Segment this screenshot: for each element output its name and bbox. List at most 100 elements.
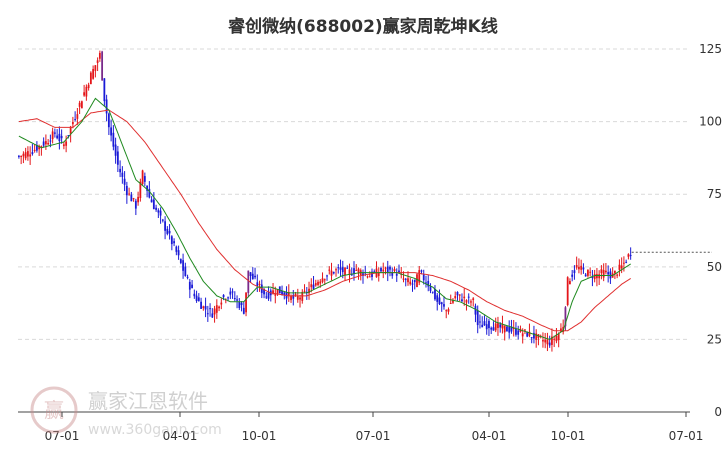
- candle-body: [303, 290, 306, 292]
- candle-body: [312, 284, 315, 289]
- candle-body: [116, 151, 119, 165]
- candle-body: [530, 337, 533, 339]
- candle-body: [362, 273, 364, 276]
- candle-body: [465, 300, 468, 303]
- candle-body: [528, 331, 531, 336]
- candle-body: [18, 155, 20, 157]
- candle-body: [107, 113, 110, 128]
- candle-body: [58, 133, 61, 142]
- candles: [18, 50, 632, 352]
- candle-body: [251, 273, 254, 280]
- x-tick-label: 07-01: [669, 429, 704, 443]
- candle-body: [420, 270, 423, 272]
- candle-body: [186, 276, 189, 278]
- candle-body: [436, 295, 439, 302]
- candle-body: [218, 306, 220, 309]
- candle-body: [544, 339, 547, 343]
- candle-body: [526, 332, 529, 337]
- candle-body: [143, 176, 146, 182]
- candle-body: [348, 269, 351, 275]
- candle-body: [497, 323, 499, 328]
- candle-body: [461, 299, 463, 302]
- candle-body: [584, 274, 587, 277]
- x-tick-label: 04-01: [472, 429, 507, 443]
- candle-body: [236, 299, 238, 301]
- candle-body: [197, 297, 200, 301]
- candle-body: [182, 260, 184, 271]
- candle-body: [26, 151, 29, 157]
- candle-body: [591, 276, 594, 279]
- ma-long-line: [18, 109, 631, 332]
- candle-body: [344, 267, 346, 276]
- candle-body: [488, 320, 490, 329]
- candle-body: [281, 290, 283, 295]
- candle-body: [335, 269, 337, 271]
- candle-body: [229, 291, 232, 295]
- x-tick-label: 04-01: [163, 429, 198, 443]
- candle-body: [384, 267, 387, 269]
- candle-body: [580, 265, 583, 270]
- candle-body: [389, 266, 391, 270]
- candle-body: [449, 302, 452, 304]
- candle-body: [24, 152, 27, 159]
- candle-body: [569, 281, 571, 285]
- candle-body: [222, 294, 225, 298]
- candle-body: [463, 296, 466, 299]
- candle-body: [274, 293, 277, 296]
- candle-body: [474, 305, 477, 315]
- candle-body: [395, 273, 398, 276]
- candle-body: [616, 274, 619, 276]
- candle-body: [200, 301, 202, 309]
- candle-body: [560, 328, 562, 332]
- candle-body: [467, 296, 470, 298]
- candle-body: [78, 102, 81, 107]
- watermark: 赢 赢家江恩软件 www.360gann.com: [30, 386, 222, 438]
- y-tick-label: 75: [707, 187, 722, 201]
- candle-body: [578, 266, 580, 270]
- candle-body: [510, 326, 513, 332]
- watermark-logo-icon: [30, 386, 78, 434]
- candle-body: [501, 323, 504, 329]
- candle-body: [398, 270, 400, 273]
- candle-body: [94, 65, 97, 71]
- candle-body: [380, 267, 382, 272]
- candle-body: [512, 328, 515, 330]
- candle-body: [485, 324, 488, 330]
- candle-body: [515, 328, 517, 335]
- candle-body: [600, 269, 603, 274]
- candle-body: [213, 308, 216, 315]
- candle-body: [596, 274, 598, 279]
- candle-body: [328, 269, 331, 271]
- candle-body: [173, 241, 175, 244]
- candle-body: [202, 306, 205, 309]
- candle-body: [607, 272, 610, 275]
- candle-body: [74, 119, 77, 121]
- candle-body: [150, 199, 153, 203]
- candle-body: [472, 298, 475, 300]
- candle-body: [148, 188, 151, 198]
- candle-body: [152, 199, 155, 210]
- candle-body: [434, 288, 436, 300]
- candle-body: [242, 307, 245, 314]
- candle-body: [535, 333, 538, 340]
- candle-body: [103, 78, 106, 102]
- candle-body: [233, 298, 236, 300]
- candle-body: [575, 265, 578, 268]
- candle-body: [508, 326, 511, 333]
- y-tick-label: 100: [699, 115, 722, 129]
- candle-body: [141, 170, 144, 184]
- x-tick-label: 10-01: [551, 429, 586, 443]
- candle-body: [524, 329, 526, 331]
- candle-body: [551, 336, 553, 345]
- candle-body: [80, 101, 83, 109]
- candle-body: [614, 270, 616, 274]
- candle-body: [566, 277, 569, 305]
- candle-body: [386, 266, 389, 273]
- candle-body: [494, 323, 497, 331]
- candle-body: [22, 153, 25, 157]
- candle-body: [391, 272, 394, 276]
- candle-body: [33, 149, 36, 151]
- candle-body: [67, 135, 70, 137]
- candle-body: [114, 144, 117, 156]
